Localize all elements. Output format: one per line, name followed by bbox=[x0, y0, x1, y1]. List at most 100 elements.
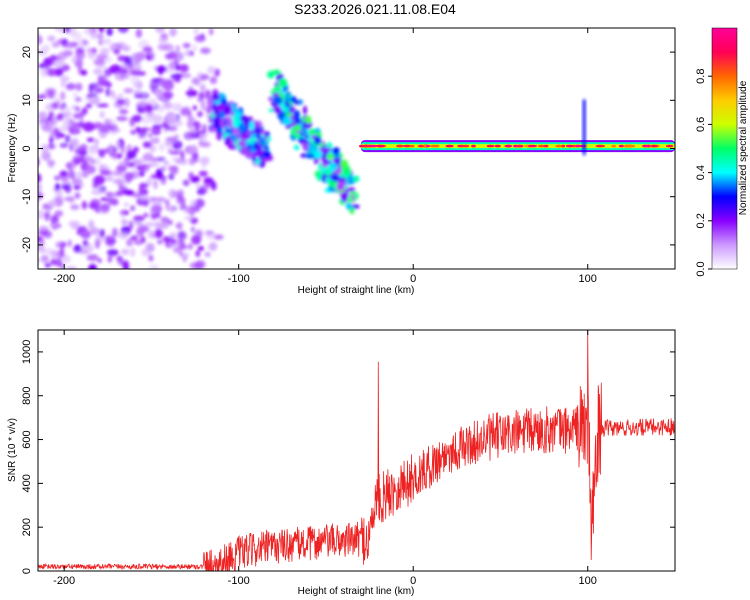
noise-blob bbox=[98, 37, 104, 46]
noise-blob bbox=[94, 239, 101, 249]
noise-blob bbox=[151, 114, 163, 124]
noise-blob bbox=[89, 32, 99, 40]
noise-blob bbox=[114, 71, 127, 81]
noise-blob bbox=[119, 109, 129, 115]
noise-blob bbox=[196, 130, 207, 135]
noise-blob bbox=[90, 227, 100, 236]
cluster-blob bbox=[327, 160, 333, 165]
snr-y-tick-label: 800 bbox=[21, 387, 33, 405]
cluster-blob bbox=[278, 78, 288, 88]
noise-blob bbox=[60, 242, 67, 247]
noise-blob bbox=[71, 225, 80, 230]
noise-blob bbox=[91, 189, 103, 196]
noise-blob bbox=[167, 52, 179, 60]
line-hotspot bbox=[537, 144, 546, 148]
cluster-blob bbox=[258, 137, 266, 146]
noise-blob bbox=[154, 228, 163, 239]
noise-blob bbox=[153, 137, 160, 144]
noise-blob bbox=[88, 145, 97, 155]
noise-blob bbox=[202, 141, 208, 147]
spectrogram-y-tick-label: 20 bbox=[21, 46, 33, 58]
colorbar: 0.0 0.2 0.4 0.6 0.8 Normalized spectral ampl… bbox=[695, 27, 749, 277]
noise-blob bbox=[72, 32, 83, 41]
cluster-blob bbox=[240, 147, 249, 155]
noise-blob bbox=[181, 112, 189, 117]
noise-blob bbox=[83, 28, 93, 36]
noise-blob bbox=[148, 254, 154, 262]
noise-blob bbox=[143, 212, 149, 218]
spike-blob bbox=[582, 128, 586, 133]
snr-series-line bbox=[38, 330, 675, 571]
noise-blob bbox=[177, 237, 184, 246]
noise-blob bbox=[89, 96, 101, 105]
cluster-blob bbox=[243, 133, 248, 140]
cluster-blob bbox=[274, 85, 281, 93]
cluster-blob bbox=[294, 117, 302, 125]
noise-blob bbox=[65, 42, 77, 49]
line-hotspot bbox=[623, 144, 634, 148]
noise-blob bbox=[144, 221, 156, 227]
snr-x-tick-label: -200 bbox=[53, 575, 75, 587]
cluster-blob bbox=[272, 95, 283, 105]
noise-blob bbox=[75, 82, 83, 92]
noise-blob bbox=[88, 219, 95, 229]
noise-blob bbox=[96, 33, 105, 39]
spike-blob bbox=[582, 136, 586, 141]
noise-blob bbox=[192, 177, 198, 182]
noise-blob bbox=[121, 259, 129, 268]
colorbar-tick-label: 0.0 bbox=[695, 261, 707, 276]
noise-blob bbox=[192, 121, 201, 127]
noise-blob bbox=[100, 197, 109, 202]
line-hotspot bbox=[513, 144, 518, 148]
noise-blob bbox=[163, 160, 170, 166]
noise-blob bbox=[108, 90, 116, 97]
noise-blob bbox=[44, 211, 50, 222]
snr-x-tick-label: -100 bbox=[228, 575, 250, 587]
colorbar-tick-label: 0.6 bbox=[695, 117, 707, 132]
noise-blob bbox=[77, 182, 85, 188]
noise-blob bbox=[167, 125, 178, 132]
noise-blob bbox=[111, 227, 118, 238]
noise-blob bbox=[106, 249, 119, 256]
noise-blob bbox=[117, 28, 129, 33]
noise-blob bbox=[134, 55, 143, 63]
line-hotspot bbox=[445, 144, 454, 148]
noise-blob bbox=[148, 85, 157, 92]
noise-blob bbox=[50, 258, 58, 266]
line-hotspot bbox=[565, 144, 574, 148]
noise-blob bbox=[88, 264, 97, 269]
noise-blob bbox=[141, 195, 150, 201]
line-hotspot bbox=[486, 144, 495, 148]
noise-blob bbox=[207, 66, 216, 74]
noise-blob bbox=[198, 139, 203, 148]
noise-blob bbox=[141, 248, 151, 257]
line-hotspot bbox=[611, 144, 617, 148]
snr-x-label: Height of straight line (km) bbox=[298, 586, 415, 597]
noise-blob bbox=[128, 220, 134, 231]
noise-blob bbox=[92, 68, 103, 75]
noise-blob bbox=[115, 140, 121, 151]
spectrogram-x-label: Height of straight line (km) bbox=[298, 285, 415, 296]
noise-blob bbox=[53, 175, 62, 181]
noise-blob bbox=[106, 28, 113, 37]
noise-blob bbox=[107, 238, 115, 248]
noise-blob bbox=[154, 197, 166, 202]
noise-blob bbox=[176, 231, 187, 241]
noise-blob bbox=[119, 145, 126, 154]
noise-blob bbox=[133, 215, 145, 222]
noise-blob bbox=[47, 35, 56, 42]
noise-blob bbox=[123, 97, 130, 108]
noise-blob bbox=[151, 125, 162, 136]
cluster-blob bbox=[253, 128, 262, 135]
cluster-blob bbox=[340, 159, 349, 169]
noise-blob bbox=[62, 110, 73, 119]
noise-blob bbox=[199, 74, 210, 81]
noise-blob bbox=[136, 227, 145, 237]
cluster-blob bbox=[253, 141, 258, 150]
spectrogram-spike bbox=[582, 99, 586, 156]
noise-blob bbox=[193, 28, 199, 35]
cluster-blob bbox=[224, 135, 232, 146]
noise-blob bbox=[191, 152, 199, 160]
noise-blob bbox=[182, 255, 187, 263]
